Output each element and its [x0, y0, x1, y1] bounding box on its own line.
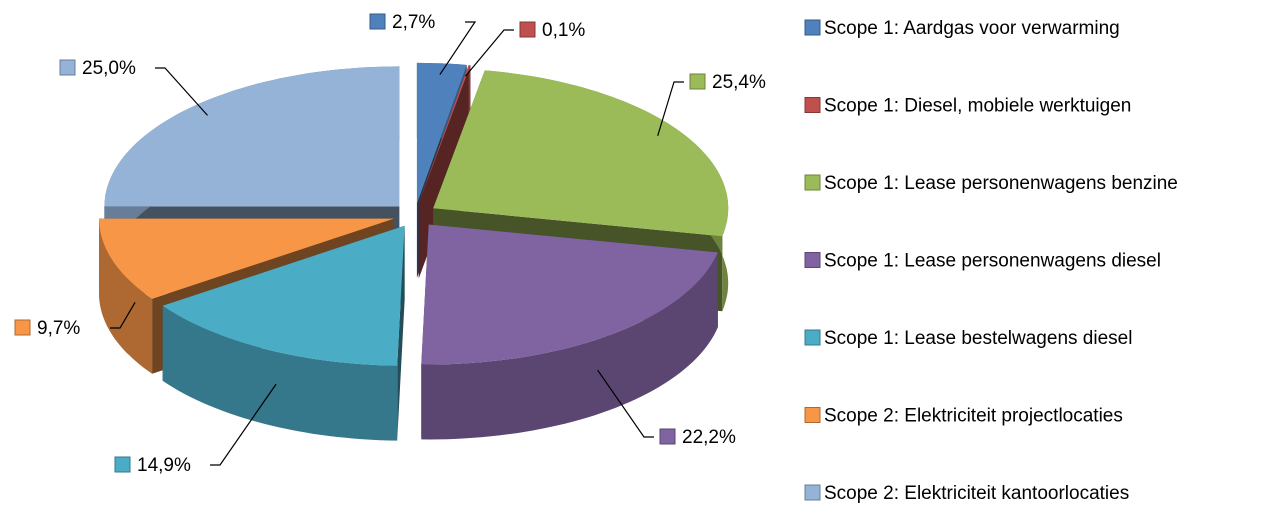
- legend-label: Scope 1: Lease personenwagens diesel: [824, 251, 1161, 272]
- slice-wall: [162, 305, 398, 441]
- slice-top: [99, 218, 394, 299]
- data-label: 25,0%: [82, 58, 136, 79]
- slice-top: [421, 224, 718, 365]
- slice-top: [433, 70, 729, 237]
- legend-label: Scope 1: Lease personenwagens benzine: [824, 173, 1178, 194]
- legend-swatch: [804, 252, 821, 268]
- legend-label: Scope 1: Aardgas voor verwarming: [824, 18, 1120, 39]
- leader-line: [210, 383, 277, 466]
- leader-line: [439, 21, 477, 75]
- data-label: 14,9%: [137, 455, 191, 476]
- slice-top: [104, 66, 400, 207]
- legend-swatch: [804, 329, 821, 346]
- label-swatch: [114, 456, 131, 473]
- data-label: 2,7%: [392, 12, 435, 33]
- legend-swatch: [804, 19, 821, 36]
- slice: [421, 224, 718, 440]
- legend-swatch: [804, 484, 821, 501]
- legend-label: Scope 1: Diesel, mobiele werktuigen: [824, 96, 1131, 117]
- data-label: 0,1%: [542, 20, 585, 41]
- leader-line: [597, 369, 654, 438]
- slice-top: [416, 62, 467, 203]
- leader-line: [657, 81, 684, 136]
- leader-line: [464, 29, 514, 77]
- legend-swatch: [804, 174, 821, 191]
- leader-line: [155, 67, 208, 116]
- slice: [162, 225, 405, 441]
- slice-wall: [421, 252, 718, 440]
- legend-label: Scope 1: Lease bestelwagens diesel: [824, 328, 1132, 349]
- label-swatch: [659, 428, 676, 445]
- label-swatch: [369, 13, 386, 30]
- slice-top: [162, 225, 405, 366]
- slice-wall: [99, 218, 153, 374]
- leader-line: [110, 301, 136, 329]
- label-swatch: [59, 59, 76, 76]
- data-label: 9,7%: [37, 318, 80, 339]
- label-swatch: [519, 21, 536, 38]
- legend-swatch: [804, 407, 821, 423]
- legend-label: Scope 2: Elektriciteit kantoorlocaties: [824, 483, 1129, 504]
- legend-label: Scope 2: Elektriciteit projectlocaties: [824, 406, 1123, 427]
- legend-swatch: [804, 97, 821, 113]
- label-swatch: [14, 319, 31, 336]
- data-label: 25,4%: [712, 72, 766, 93]
- slice-top: [418, 65, 471, 204]
- label-swatch: [689, 73, 706, 90]
- data-label: 22,2%: [682, 427, 736, 448]
